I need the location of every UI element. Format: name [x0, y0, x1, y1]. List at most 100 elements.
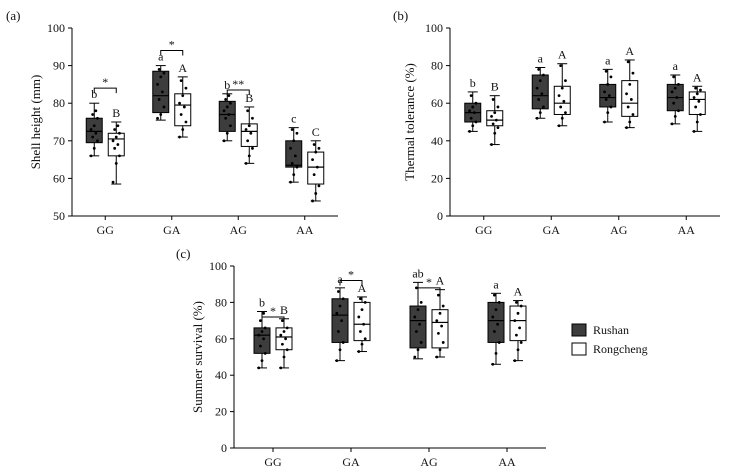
box-rongcheng-ag: [621, 80, 639, 117]
significance-letter-rushan-gg: b: [259, 296, 265, 310]
y-tick-label: 50: [53, 209, 65, 223]
data-point-rushan-aa: [670, 122, 674, 126]
data-point-rushan-aa: [497, 301, 501, 304]
data-point-rongcheng-aa: [697, 99, 701, 103]
data-point-rongcheng-gg: [496, 105, 500, 109]
data-point-rushan-aa: [673, 114, 677, 118]
box-rushan-ga: [331, 298, 349, 343]
data-point-rushan-ag: [225, 131, 229, 135]
data-point-rongcheng-ga: [184, 86, 188, 90]
significance-letter-rushan-gg: b: [91, 87, 97, 101]
data-point-rongcheng-ag: [629, 98, 633, 101]
data-point-rushan-ag: [415, 286, 418, 290]
data-point-rushan-gg: [468, 109, 471, 113]
box-rushan-ag: [218, 100, 236, 132]
data-point-rongcheng-gg: [116, 124, 120, 128]
significance-letter-rongcheng-ga: A: [178, 61, 187, 75]
data-point-rongcheng-ga: [178, 101, 181, 105]
data-point-rushan-ga: [341, 297, 345, 301]
data-point-rongcheng-gg: [284, 337, 287, 341]
data-point-rongcheng-aa: [699, 113, 702, 116]
x-tick-label-ag: AG: [420, 455, 438, 469]
significance-bracket: [226, 89, 250, 96]
x-tick-label-gg: GG: [264, 455, 282, 469]
y-tick-label: 70: [53, 134, 65, 148]
data-point-rushan-ga: [156, 83, 159, 86]
data-point-rushan-aa: [673, 86, 677, 90]
data-point-rongcheng-aa: [513, 319, 517, 322]
box-rushan-ga: [531, 74, 549, 110]
data-point-rushan-ga: [157, 67, 161, 71]
data-point-rushan-gg: [260, 359, 264, 363]
data-point-rushan-ag: [606, 83, 610, 86]
data-point-rongcheng-gg: [113, 146, 117, 150]
x-tick-label-gg: GG: [475, 223, 493, 237]
panel-label: (a): [6, 8, 20, 23]
x-tick-label-ga: GA: [543, 223, 561, 237]
data-point-rongcheng-aa: [317, 184, 321, 188]
legend-label-rongcheng: Rongcheng: [593, 342, 648, 356]
data-point-rushan-gg: [474, 101, 478, 105]
significance-letter-rushan-ga: a: [538, 51, 544, 65]
significance-letter-rushan-ga: a: [158, 50, 164, 64]
box-rongcheng-aa: [688, 91, 706, 115]
data-point-rongcheng-ag: [437, 331, 440, 335]
significance-letter-rushan-ga: a: [337, 272, 343, 286]
data-point-rongcheng-ag: [435, 355, 439, 359]
data-point-rushan-gg: [89, 128, 93, 131]
box-rongcheng-ag: [431, 309, 449, 349]
data-point-rushan-ag: [603, 90, 606, 94]
data-point-rushan-aa: [670, 90, 674, 94]
significance-letter-rongcheng-ag: A: [436, 274, 445, 288]
box-rongcheng-aa: [307, 151, 325, 185]
data-point-rongcheng-aa: [314, 192, 318, 195]
data-point-rongcheng-aa: [515, 333, 518, 337]
data-point-rongcheng-ag: [628, 83, 632, 86]
data-point-rongcheng-aa: [694, 86, 698, 90]
significance-bracket: [93, 87, 117, 94]
data-point-rongcheng-aa: [694, 105, 698, 109]
y-tick-label: 100: [47, 21, 65, 35]
y-tick-label: 40: [431, 134, 443, 148]
data-point-rushan-ag: [609, 105, 613, 109]
data-point-rushan-aa: [672, 101, 676, 105]
data-point-rushan-ga: [335, 311, 339, 315]
box-rushan-ag: [409, 305, 427, 349]
data-point-rongcheng-gg: [118, 131, 121, 135]
data-point-rushan-aa: [493, 293, 496, 297]
data-point-rushan-ga: [542, 73, 545, 77]
data-point-rushan-gg: [469, 116, 473, 120]
data-point-rongcheng-ag: [435, 319, 439, 322]
data-point-rushan-aa: [491, 362, 495, 366]
data-point-rongcheng-aa: [515, 301, 518, 304]
data-point-rushan-gg: [94, 131, 98, 135]
data-point-rongcheng-ag: [628, 120, 632, 124]
data-point-rongcheng-ag: [249, 131, 253, 135]
significance-letter-rongcheng-gg: B: [112, 106, 120, 120]
data-point-rongcheng-ga: [559, 105, 563, 109]
y-tick-label: 100: [425, 21, 443, 35]
data-point-rushan-gg: [89, 154, 93, 158]
data-point-rongcheng-aa: [699, 88, 702, 92]
data-point-rushan-gg: [92, 124, 96, 128]
data-point-rushan-aa: [290, 128, 294, 131]
data-point-rushan-ga: [159, 113, 163, 116]
x-tick-label-aa: AA: [498, 455, 516, 469]
data-point-rongcheng-ga: [182, 105, 186, 109]
data-point-rushan-gg: [91, 135, 95, 139]
data-point-rongcheng-ag: [437, 293, 440, 297]
x-tick-label-ag: AG: [610, 223, 628, 237]
y-tick-label: 90: [53, 59, 65, 73]
data-point-rongcheng-gg: [496, 126, 500, 130]
data-point-rushan-ga: [341, 341, 345, 344]
data-point-rongcheng-aa: [516, 311, 520, 315]
data-point-rushan-ga: [538, 79, 542, 83]
box-rushan-gg: [85, 117, 103, 144]
significance-letter-rongcheng-gg: B: [491, 80, 499, 94]
data-point-rushan-ga: [335, 359, 339, 363]
data-point-rushan-gg: [257, 333, 261, 337]
data-point-rushan-gg: [469, 94, 473, 98]
data-point-rongcheng-ga: [359, 330, 362, 333]
data-point-rongcheng-gg: [279, 366, 283, 370]
data-point-rongcheng-ga: [178, 135, 181, 139]
